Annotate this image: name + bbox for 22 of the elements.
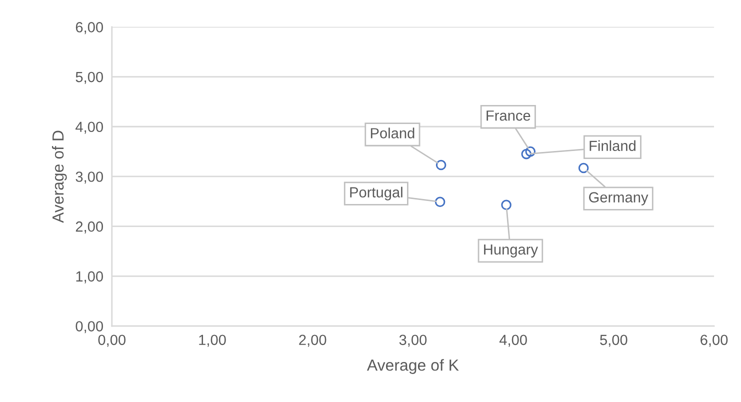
x-axis-title: Average of K (366, 359, 459, 374)
y-tick-label: 0,00 (76, 321, 103, 334)
y-axis-title: Average of D (52, 130, 67, 223)
x-tick-label: 5,00 (600, 334, 628, 347)
y-tick-label: 1,00 (76, 271, 103, 284)
x-tick-label: 6,00 (700, 334, 728, 347)
annotation: Poland (370, 128, 414, 138)
x-tick-label: 1,00 (199, 334, 226, 347)
annotation: Finland (590, 140, 636, 152)
x-tick-label: 2,00 (299, 334, 326, 347)
annotation: Germany (589, 192, 648, 206)
y-tick-label: 3,00 (76, 172, 103, 184)
annotation: France (486, 110, 530, 121)
x-tick-label: 0,00 (98, 334, 126, 347)
annotation: Hungary (484, 244, 538, 258)
x-tick-label: 4,00 (499, 334, 527, 347)
x-tick-label: 3,00 (399, 334, 427, 347)
y-tick-label: 5,00 (76, 72, 103, 84)
annotation: Portugal (350, 186, 402, 200)
y-tick-label: 2,00 (76, 221, 103, 234)
y-tick-label: 4,00 (76, 122, 103, 134)
y-tick-label: 6,00 (76, 22, 103, 34)
